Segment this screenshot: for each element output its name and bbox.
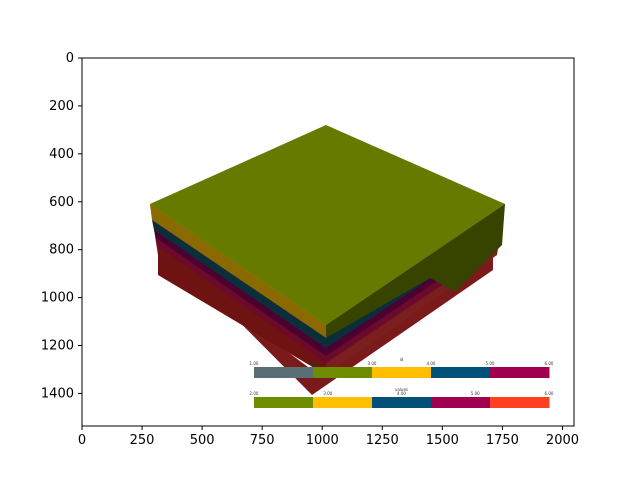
- colorbar-tick-label: 3.00: [368, 361, 377, 366]
- x-tick-label: 0: [78, 433, 86, 448]
- y-tick-label: 1400: [41, 386, 74, 401]
- colorbar-segment: [431, 367, 491, 378]
- colorbar-tick-label: 5.00: [471, 391, 480, 396]
- colorbar-tick-label: 6.00: [545, 361, 554, 366]
- y-tick-label: 1200: [41, 339, 74, 354]
- x-axis: 0 250 500 750 1000 1250 1500 1750 2000: [78, 426, 579, 448]
- strata-left-3: [154, 230, 326, 356]
- y-tick-label: 400: [49, 147, 74, 162]
- y-axis: 0 200 400 600 800 1000 1200 1400: [41, 51, 82, 401]
- colorbar-segment: [313, 397, 373, 408]
- colorbar-tick-label: 2.00: [309, 361, 318, 366]
- colorbar-segment: [313, 367, 373, 378]
- strata-left-2: [152, 220, 326, 348]
- x-tick-label: 2000: [546, 433, 579, 448]
- colorbar-tick-label: 3.00: [323, 391, 332, 396]
- colorbar-tick-label: 5.00: [486, 361, 495, 366]
- colorbar-segment: [254, 397, 314, 408]
- colorbar-tick-label: 4.00: [397, 391, 406, 396]
- colorbar-segment: [372, 397, 432, 408]
- colorbar-segment: [490, 367, 550, 378]
- colorbars: 1.00 2.00 3.00 4.00 5.00 6.00 id 2.00 3.00 4.00 5.…: [250, 357, 554, 408]
- x-tick-label: 1500: [426, 433, 459, 448]
- strata-left-1: [150, 204, 326, 338]
- colorbar-segment: [490, 397, 550, 408]
- colorbar-tick-label: 1.00: [250, 361, 259, 366]
- colorbar-segment: [431, 397, 491, 408]
- x-tick-label: 1000: [306, 433, 339, 448]
- colorbar-segment: [372, 367, 432, 378]
- colorbar-segment: [254, 367, 314, 378]
- y-tick-label: 600: [49, 195, 74, 210]
- block-top-face: [150, 125, 505, 325]
- x-tick-label: 500: [190, 433, 215, 448]
- colorbar-title: values: [395, 387, 408, 392]
- y-tick-label: 800: [49, 243, 74, 258]
- x-tick-label: 1250: [366, 433, 399, 448]
- x-tick-label: 750: [250, 433, 275, 448]
- y-tick-label: 0: [66, 51, 74, 66]
- x-tick-label: 250: [130, 433, 155, 448]
- block-right-wall-top: [326, 204, 505, 338]
- x-tick-label: 1750: [486, 433, 519, 448]
- y-tick-label: 1000: [41, 291, 74, 306]
- colorbar-tick-label: 2.00: [250, 391, 259, 396]
- strata-left-4: [156, 238, 326, 363]
- colorbar-title: id: [400, 357, 404, 362]
- colorbar-tick-label: 6.00: [545, 391, 554, 396]
- y-tick-label: 200: [49, 99, 74, 114]
- colorbar-tick-label: 4.00: [427, 361, 436, 366]
- block-model-image: [150, 125, 505, 395]
